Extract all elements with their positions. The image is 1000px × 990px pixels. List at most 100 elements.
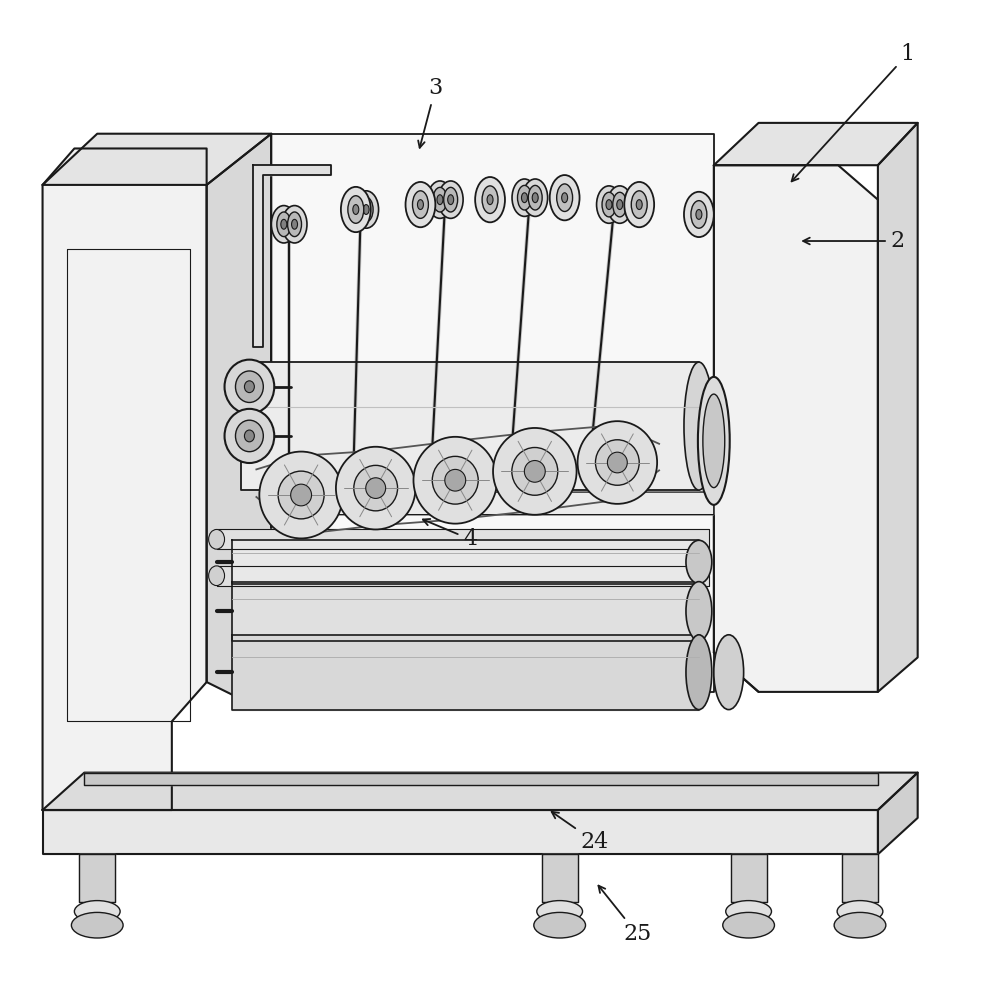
Ellipse shape (71, 913, 123, 938)
Text: 24: 24 (552, 812, 609, 852)
Polygon shape (878, 772, 918, 854)
Ellipse shape (578, 421, 657, 504)
Text: 3: 3 (418, 77, 442, 148)
Ellipse shape (636, 200, 642, 210)
Ellipse shape (597, 186, 621, 224)
Ellipse shape (723, 913, 774, 938)
Polygon shape (878, 123, 918, 692)
Ellipse shape (363, 205, 369, 215)
Ellipse shape (606, 200, 612, 210)
Ellipse shape (703, 394, 725, 488)
Polygon shape (714, 165, 878, 692)
Ellipse shape (607, 452, 627, 473)
Ellipse shape (684, 192, 714, 237)
Ellipse shape (523, 179, 548, 217)
Ellipse shape (345, 481, 360, 499)
Ellipse shape (445, 469, 466, 491)
Polygon shape (253, 165, 331, 347)
Polygon shape (232, 541, 699, 583)
Ellipse shape (412, 191, 428, 219)
Ellipse shape (524, 460, 545, 482)
Ellipse shape (235, 371, 263, 403)
Ellipse shape (550, 175, 580, 221)
Ellipse shape (352, 205, 358, 215)
Ellipse shape (482, 186, 498, 214)
Ellipse shape (288, 212, 302, 237)
Ellipse shape (406, 182, 435, 228)
Ellipse shape (417, 200, 423, 210)
Polygon shape (271, 492, 714, 515)
Polygon shape (217, 530, 709, 549)
Ellipse shape (433, 187, 447, 212)
Ellipse shape (537, 901, 583, 923)
Ellipse shape (582, 456, 597, 474)
Text: 4: 4 (423, 519, 477, 550)
Ellipse shape (631, 191, 647, 219)
Ellipse shape (691, 201, 707, 229)
Polygon shape (84, 772, 878, 785)
Polygon shape (542, 854, 578, 902)
Ellipse shape (292, 220, 298, 230)
Ellipse shape (291, 484, 312, 506)
Ellipse shape (277, 212, 291, 237)
Text: 1: 1 (792, 43, 915, 181)
Ellipse shape (359, 197, 373, 222)
Polygon shape (43, 810, 878, 854)
Polygon shape (217, 566, 709, 585)
Polygon shape (43, 148, 207, 810)
Ellipse shape (244, 430, 254, 442)
Text: 25: 25 (598, 886, 651, 945)
Ellipse shape (512, 447, 558, 495)
Polygon shape (271, 134, 714, 692)
Ellipse shape (528, 185, 542, 210)
Ellipse shape (834, 913, 886, 938)
Ellipse shape (686, 582, 712, 641)
Polygon shape (79, 854, 115, 902)
Ellipse shape (714, 635, 744, 710)
Ellipse shape (282, 206, 307, 243)
Ellipse shape (432, 456, 478, 504)
Ellipse shape (475, 177, 505, 223)
Ellipse shape (235, 420, 263, 451)
Ellipse shape (437, 195, 443, 205)
Polygon shape (43, 134, 271, 185)
Ellipse shape (532, 193, 538, 203)
Ellipse shape (698, 377, 730, 505)
Polygon shape (241, 362, 699, 490)
Ellipse shape (726, 901, 771, 923)
Ellipse shape (512, 179, 537, 217)
Ellipse shape (624, 182, 654, 228)
Ellipse shape (557, 184, 573, 212)
Text: 2: 2 (803, 230, 905, 252)
Ellipse shape (209, 566, 225, 585)
Ellipse shape (74, 901, 120, 923)
Ellipse shape (493, 428, 577, 515)
Polygon shape (714, 123, 918, 165)
Ellipse shape (354, 191, 379, 229)
Ellipse shape (428, 181, 452, 219)
Ellipse shape (271, 206, 296, 243)
Ellipse shape (282, 486, 297, 504)
Ellipse shape (281, 220, 287, 230)
Ellipse shape (686, 541, 712, 583)
Ellipse shape (348, 197, 362, 222)
Ellipse shape (684, 362, 714, 490)
Polygon shape (207, 134, 271, 697)
Ellipse shape (225, 359, 274, 414)
Ellipse shape (225, 409, 274, 463)
Ellipse shape (607, 186, 632, 224)
Ellipse shape (521, 193, 527, 203)
Ellipse shape (602, 192, 616, 217)
Ellipse shape (438, 181, 463, 219)
Polygon shape (232, 582, 699, 641)
Ellipse shape (343, 191, 368, 229)
Ellipse shape (366, 478, 386, 498)
Ellipse shape (502, 464, 517, 482)
Ellipse shape (259, 451, 343, 539)
Ellipse shape (595, 440, 639, 485)
Ellipse shape (448, 195, 454, 205)
Polygon shape (232, 635, 699, 710)
Ellipse shape (696, 210, 702, 220)
Ellipse shape (423, 474, 438, 492)
Ellipse shape (686, 635, 712, 710)
